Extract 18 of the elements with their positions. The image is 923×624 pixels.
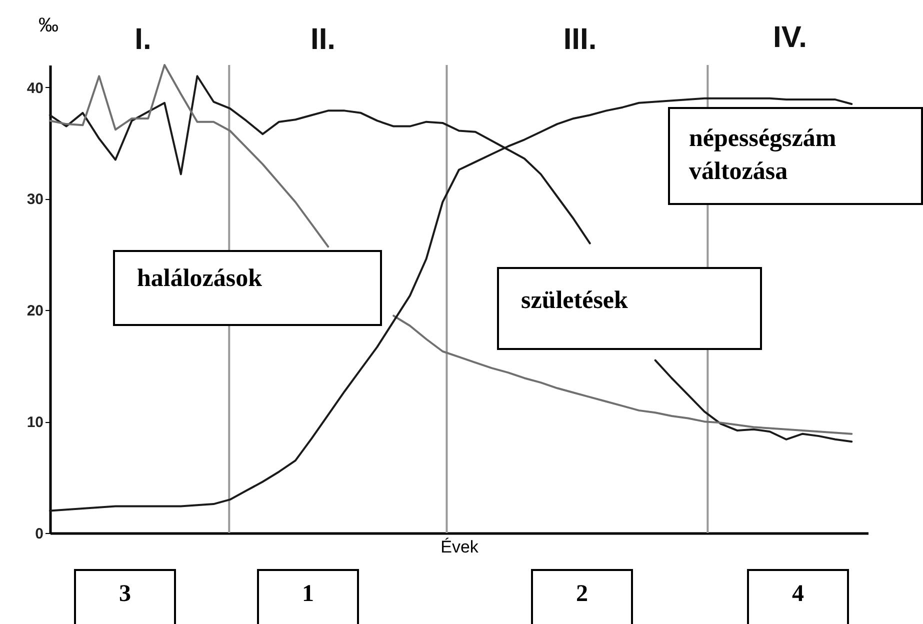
y-tick-label: 0 [35,526,44,542]
y-axis-title: ‰ [38,14,58,36]
x-axis-title: Évek [440,538,479,556]
y-tick-label: 20 [26,302,44,320]
text: I. [134,23,152,57]
text: 4 [791,580,805,609]
text: IV. [773,21,807,55]
y-tick-label: 10 [26,414,44,432]
text: II. [310,23,336,57]
text: III. [563,23,597,57]
y-tick-label: 40 [26,80,44,97]
text: születések [521,286,629,316]
text: 1 [301,580,315,609]
text: 2 [575,580,589,609]
y-tick-label: 30 [26,191,44,208]
series-label: népességszám változása [689,124,838,186]
text: halálozások [137,264,264,294]
text: 3 [118,580,132,609]
